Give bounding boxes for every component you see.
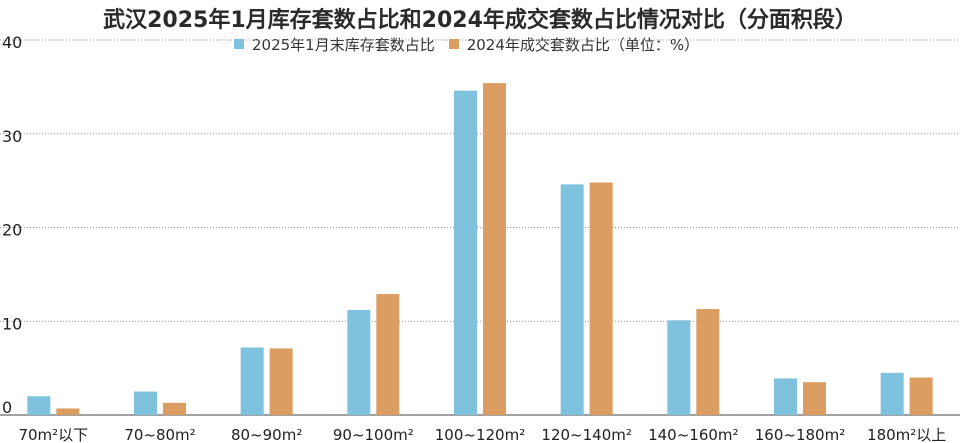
bar-sales-8	[909, 377, 933, 415]
bar-inventory-7	[774, 378, 797, 415]
bar-inventory-8	[880, 372, 904, 415]
x-category-label-6: 140~160m²	[648, 426, 738, 443]
bar-sales-4	[483, 83, 506, 415]
bar-sales-0	[56, 408, 80, 415]
bar-sales-1	[163, 402, 186, 415]
x-category-label-1: 70~80m²	[124, 426, 195, 443]
x-category-label-2: 80~90m²	[231, 426, 302, 443]
legend-swatch-sales	[448, 39, 459, 49]
legend-swatch-inventory	[234, 39, 244, 49]
y-tick-label-30: 30	[2, 127, 22, 146]
bar-sales-5	[589, 182, 613, 415]
bar-sales-3	[376, 294, 400, 415]
bar-sales-7	[803, 382, 826, 415]
bar-inventory-0	[27, 396, 51, 415]
y-tick-label-0: 0	[2, 398, 12, 417]
x-category-label-7: 160~180m²	[755, 426, 845, 443]
bar-inventory-1	[134, 391, 157, 415]
x-category-label-0: 70m²以下	[18, 426, 88, 443]
x-category-label-4: 100~120m²	[435, 426, 525, 443]
x-category-label-8: 180m²以上	[867, 426, 946, 443]
bar-inventory-4	[454, 90, 477, 415]
x-category-label-5: 120~140m²	[541, 426, 631, 443]
bar-sales-2	[269, 348, 293, 415]
legend-label-sales: 2024年成交套数占比（单位：%）	[466, 35, 700, 54]
x-category-label-3: 90~100m²	[333, 426, 414, 443]
bar-inventory-6	[667, 320, 691, 415]
y-tick-label-20: 20	[2, 221, 22, 240]
bar-inventory-2	[240, 347, 264, 415]
bar-inventory-3	[347, 310, 371, 415]
legend-item-sales: 2024年成交套数占比（单位：%）	[448, 34, 700, 55]
y-tick-label-10: 10	[2, 314, 22, 333]
chart-title: 武汉2025年1月库存套数占比和2024年成交套数占比情况对比（分面积段）	[103, 8, 857, 33]
y-tick-label-40: 40	[2, 33, 22, 52]
bar-inventory-5	[560, 184, 584, 415]
bar-sales-6	[696, 309, 720, 415]
